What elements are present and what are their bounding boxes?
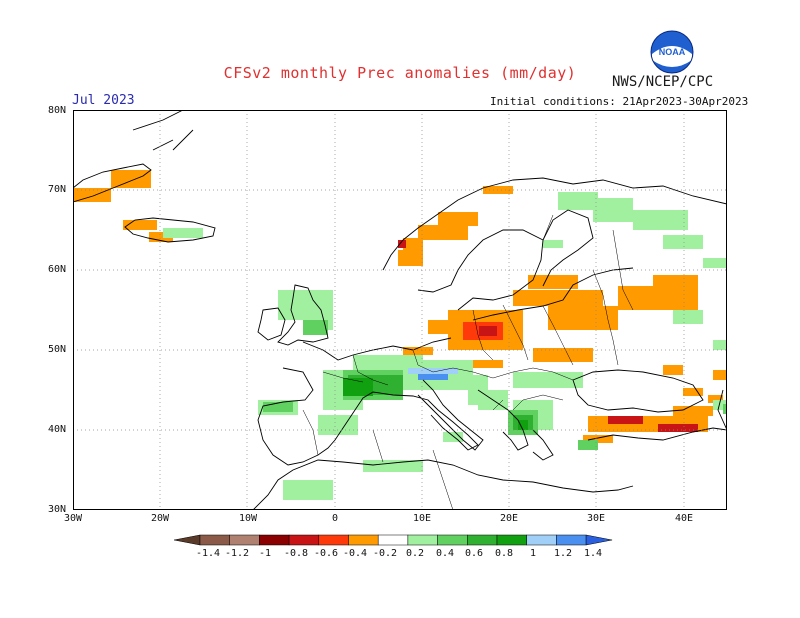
cb-label: -0.6 <box>313 548 339 559</box>
cb-label: 1 <box>529 548 537 559</box>
colorbar-swatch <box>526 534 557 546</box>
colorbar-arrow-high <box>585 534 613 546</box>
cb-label: -1.2 <box>224 548 250 559</box>
lon-label-30e: 30E <box>586 513 606 524</box>
map-frame <box>73 110 727 510</box>
cb-label: -1.4 <box>195 548 221 559</box>
initial-conditions: Initial conditions: 21Apr2023-30Apr2023 <box>490 95 749 108</box>
cb-label: 0.4 <box>435 548 455 559</box>
colorbar-swatch <box>437 534 468 546</box>
colorbar-swatch <box>318 534 349 546</box>
anomaly-map <box>73 110 727 510</box>
lon-label-0: 0 <box>331 513 339 524</box>
cb-label: 0.6 <box>464 548 484 559</box>
colorbar-swatch <box>259 534 290 546</box>
cb-label: -0.8 <box>283 548 309 559</box>
colorbar-swatch <box>377 534 409 546</box>
cb-label: -1 <box>258 548 272 559</box>
colorbar-swatch <box>199 534 230 546</box>
cb-label: 1.2 <box>553 548 573 559</box>
colorbar-swatch <box>288 534 320 546</box>
colorbar-swatch <box>496 534 527 546</box>
lon-label-20w: 20W <box>150 513 170 524</box>
anomaly-shading <box>73 170 727 500</box>
lat-label-70n: 70N <box>47 184 66 195</box>
lon-label-30w: 30W <box>63 513 83 524</box>
lon-label-40e: 40E <box>674 513 694 524</box>
gridlines <box>73 110 727 510</box>
cb-label: 1.4 <box>583 548 603 559</box>
lon-label-10e: 10E <box>412 513 432 524</box>
cb-label: 0.8 <box>494 548 514 559</box>
svg-text:NOAA: NOAA <box>659 47 686 57</box>
lon-label-20e: 20E <box>499 513 519 524</box>
lon-label-10w: 10W <box>238 513 258 524</box>
lat-label-40n: 40N <box>47 424 66 435</box>
lat-label-50n: 50N <box>47 344 66 355</box>
chart-title: CFSv2 monthly Prec anomalies (mm/day) <box>223 64 577 82</box>
colorbar-swatch <box>556 534 587 546</box>
borders <box>302 214 634 510</box>
colorbar-arrow-low <box>173 534 201 546</box>
lat-label-60n: 60N <box>47 264 66 275</box>
colorbar-swatch <box>348 534 379 546</box>
colorbar-swatch <box>229 534 260 546</box>
lat-label-30n: 30N <box>47 504 66 515</box>
cb-label: -0.2 <box>372 548 398 559</box>
cb-label: 0.2 <box>405 548 425 559</box>
forecast-month: Jul 2023 <box>72 93 135 108</box>
colorbar-swatch <box>407 534 438 546</box>
lat-label-80n: 80N <box>47 105 66 116</box>
noaa-logo: NOAA <box>650 30 694 74</box>
colorbar-swatch <box>467 534 498 546</box>
colorbar <box>173 534 613 546</box>
cb-label: -0.4 <box>342 548 368 559</box>
agency-label: NWS/NCEP/CPC <box>612 74 714 90</box>
